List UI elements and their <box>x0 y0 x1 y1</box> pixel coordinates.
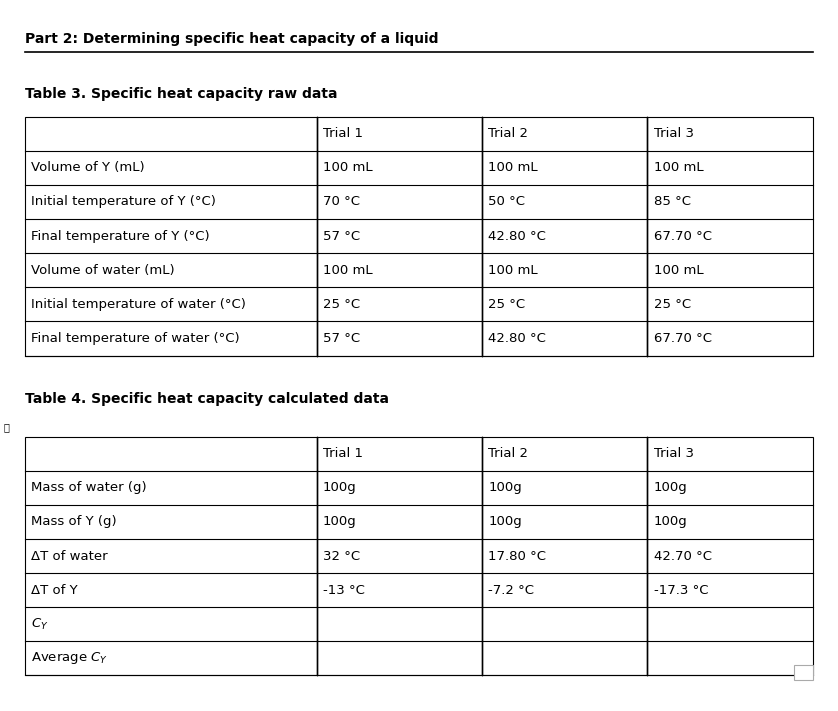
Text: Final temperature of water (°C): Final temperature of water (°C) <box>32 332 240 345</box>
Text: 100 mL: 100 mL <box>654 264 703 277</box>
Text: Average $\mathit{C_Y}$: Average $\mathit{C_Y}$ <box>32 651 108 666</box>
Text: 100g: 100g <box>654 515 687 528</box>
Text: 42.80 °C: 42.80 °C <box>489 230 546 242</box>
Text: Table 4. Specific heat capacity calculated data: Table 4. Specific heat capacity calculat… <box>25 392 389 407</box>
Text: Trial 1: Trial 1 <box>323 447 363 460</box>
Text: 85 °C: 85 °C <box>654 196 691 208</box>
Text: 100g: 100g <box>489 515 522 528</box>
Text: 70 °C: 70 °C <box>323 196 360 208</box>
Text: 25 °C: 25 °C <box>654 298 691 311</box>
Text: -13 °C: -13 °C <box>323 584 365 597</box>
Text: 42.80 °C: 42.80 °C <box>489 332 546 345</box>
Text: 25 °C: 25 °C <box>489 298 525 311</box>
Text: 32 °C: 32 °C <box>323 550 360 562</box>
Text: 25 °C: 25 °C <box>323 298 360 311</box>
Text: 100g: 100g <box>489 481 522 494</box>
Text: Trial 3: Trial 3 <box>654 447 694 460</box>
Bar <box>25 117 813 356</box>
Text: 100 mL: 100 mL <box>323 264 373 277</box>
Text: Trial 1: Trial 1 <box>323 127 363 140</box>
Text: Part 2: Determining specific heat capacity of a liquid: Part 2: Determining specific heat capaci… <box>25 32 438 46</box>
Text: Initial temperature of Y (°C): Initial temperature of Y (°C) <box>32 196 216 208</box>
Text: $\mathit{C_Y}$: $\mathit{C_Y}$ <box>32 616 49 632</box>
Text: 100g: 100g <box>654 481 687 494</box>
Text: -7.2 °C: -7.2 °C <box>489 584 535 597</box>
Text: 100g: 100g <box>323 515 357 528</box>
Bar <box>794 665 813 680</box>
Text: Trial 2: Trial 2 <box>489 127 528 140</box>
Text: Final temperature of Y (°C): Final temperature of Y (°C) <box>32 230 210 242</box>
Text: Initial temperature of water (°C): Initial temperature of water (°C) <box>32 298 246 311</box>
Text: 100 mL: 100 mL <box>654 161 703 174</box>
Text: -17.3 °C: -17.3 °C <box>654 584 708 597</box>
Text: Table 3. Specific heat capacity raw data: Table 3. Specific heat capacity raw data <box>25 87 338 101</box>
Text: 100g: 100g <box>323 481 357 494</box>
Text: 57 °C: 57 °C <box>323 230 360 242</box>
Text: ⬞: ⬞ <box>3 422 9 432</box>
Text: 67.70 °C: 67.70 °C <box>654 230 711 242</box>
Text: Volume of water (mL): Volume of water (mL) <box>32 264 175 277</box>
Text: 57 °C: 57 °C <box>323 332 360 345</box>
Text: 42.70 °C: 42.70 °C <box>654 550 711 562</box>
Text: 100 mL: 100 mL <box>489 264 538 277</box>
Text: Trial 2: Trial 2 <box>489 447 528 460</box>
Text: 50 °C: 50 °C <box>489 196 525 208</box>
Text: Trial 3: Trial 3 <box>654 127 694 140</box>
Text: 17.80 °C: 17.80 °C <box>489 550 546 562</box>
Text: Mass of Y (g): Mass of Y (g) <box>32 515 117 528</box>
Text: 67.70 °C: 67.70 °C <box>654 332 711 345</box>
Text: ΔT of water: ΔT of water <box>32 550 108 562</box>
Text: ΔT of Y: ΔT of Y <box>32 584 78 597</box>
Bar <box>25 437 813 675</box>
Text: 100 mL: 100 mL <box>323 161 373 174</box>
Text: 100 mL: 100 mL <box>489 161 538 174</box>
Text: Volume of Y (mL): Volume of Y (mL) <box>32 161 145 174</box>
Text: Mass of water (g): Mass of water (g) <box>32 481 147 494</box>
